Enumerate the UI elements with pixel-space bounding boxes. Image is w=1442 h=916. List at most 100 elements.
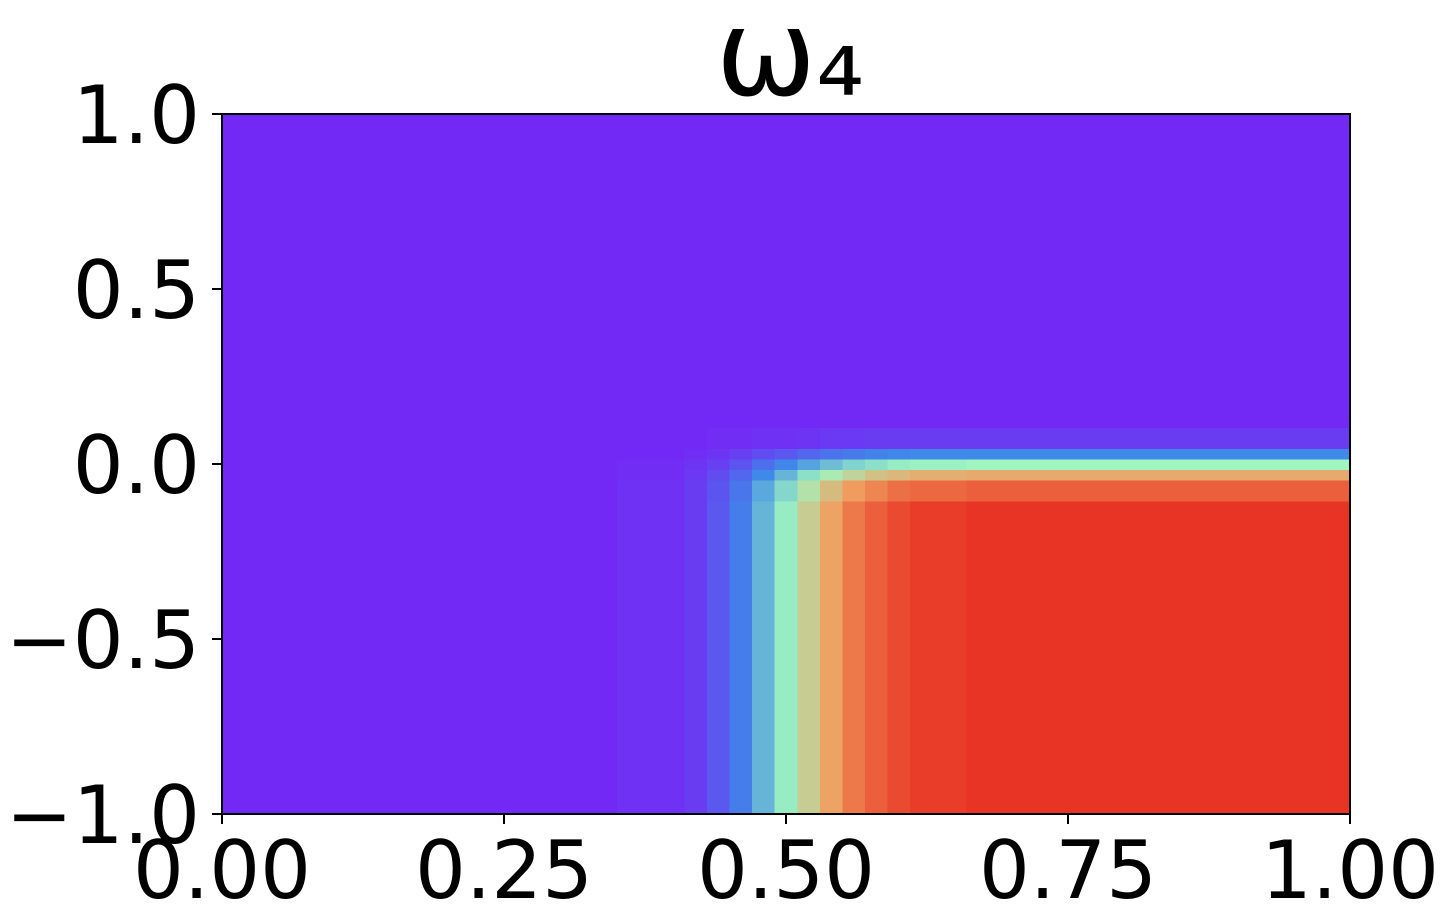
chart-title: ω₄ xyxy=(716,0,865,124)
heatmap-cell xyxy=(729,458,753,470)
heatmap-cell xyxy=(684,479,708,502)
heatmap-cell xyxy=(729,560,753,675)
heatmap-cell xyxy=(966,560,1125,675)
heatmap-cell xyxy=(729,367,753,428)
heatmap-cell xyxy=(819,674,843,815)
heatmap-cell xyxy=(864,479,889,502)
heatmap-cell xyxy=(1124,674,1351,815)
heatmap-cell xyxy=(707,458,731,470)
heatmap-cell xyxy=(729,254,753,369)
heatmap-cell xyxy=(447,560,618,675)
heatmap-cell xyxy=(966,458,1125,470)
heatmap-cell xyxy=(910,469,968,481)
heatmap-cell xyxy=(966,479,1125,502)
heatmap-cell xyxy=(842,458,866,470)
heatmap-cell xyxy=(774,254,798,369)
heatmap-cell xyxy=(447,458,618,470)
heatmap-cell xyxy=(797,254,821,369)
heatmap-cell xyxy=(774,560,798,675)
heatmap-cell xyxy=(797,560,821,675)
heatmap-cell xyxy=(819,500,843,561)
heatmap-cell xyxy=(966,114,1125,255)
heatmap-cell xyxy=(616,479,686,502)
heatmap-cell xyxy=(910,458,968,470)
heatmap-cell xyxy=(910,254,968,369)
heatmap-cell xyxy=(1124,479,1351,502)
heatmap-cell xyxy=(684,469,708,481)
heatmap-cell xyxy=(222,448,449,460)
heatmap-cell xyxy=(1124,500,1351,561)
heatmap-cell xyxy=(616,500,686,561)
heatmap-cell xyxy=(1124,458,1351,470)
heatmap-cell xyxy=(707,479,731,502)
heatmap-cell xyxy=(684,500,708,561)
heatmap-cell xyxy=(752,674,776,815)
heatmap-cell xyxy=(752,254,776,369)
y-tick-label: 1.0 xyxy=(73,69,200,162)
heatmap-cell xyxy=(887,500,911,561)
heatmap-cell xyxy=(684,560,708,675)
heatmap-cell xyxy=(447,427,618,449)
heatmap-cell xyxy=(864,500,889,561)
heatmap-cell xyxy=(774,427,798,449)
heatmap-cell xyxy=(774,367,798,428)
heatmap-cell xyxy=(729,469,753,481)
heatmap-cell xyxy=(447,448,618,460)
heatmap-cell xyxy=(447,367,618,428)
heatmap-cell xyxy=(729,448,753,460)
heatmap-cell xyxy=(752,114,776,255)
heatmap-cell xyxy=(887,469,911,481)
heatmap-cell xyxy=(729,427,753,449)
heatmap-cell xyxy=(797,448,821,460)
heatmap-cell xyxy=(842,448,866,460)
heatmap-cell xyxy=(616,114,686,255)
heatmap-cell xyxy=(752,448,776,460)
heatmap-cell xyxy=(864,469,889,481)
heatmap-cell xyxy=(966,254,1125,369)
heatmap-cell xyxy=(707,427,731,449)
heatmap-cell xyxy=(684,458,708,470)
heatmap-cell xyxy=(684,114,708,255)
heatmap-cell xyxy=(447,479,618,502)
heatmap-cell xyxy=(842,560,866,675)
heatmap-cell xyxy=(966,500,1125,561)
heatmap-cell xyxy=(707,560,731,675)
heatmap-cell xyxy=(842,500,866,561)
x-tick-label: 0.50 xyxy=(697,824,875,916)
heatmap-cell xyxy=(966,674,1125,815)
heatmap-cell xyxy=(819,458,843,470)
x-tick-label: 0.75 xyxy=(979,824,1157,916)
heatmap-cell xyxy=(774,469,798,481)
heatmap-cell xyxy=(797,469,821,481)
heatmap-cell xyxy=(729,500,753,561)
heatmap-cell xyxy=(222,367,449,428)
heatmap-cell xyxy=(616,458,686,470)
heatmap-cell xyxy=(752,469,776,481)
x-tick-label: 1.00 xyxy=(1261,824,1439,916)
heatmap-cell xyxy=(729,674,753,815)
heatmap-cell xyxy=(707,500,731,561)
heatmap-cell xyxy=(887,427,911,449)
heatmap-cell xyxy=(819,479,843,502)
heatmap-cell xyxy=(819,469,843,481)
heatmap-cell xyxy=(1124,254,1351,369)
heatmap-cell xyxy=(222,469,449,481)
heatmap-cell xyxy=(842,367,866,428)
heatmap-cell xyxy=(910,448,968,460)
heatmap-cell xyxy=(842,427,866,449)
heatmap-cell xyxy=(887,367,911,428)
heatmap-cell xyxy=(819,560,843,675)
heatmap-cell xyxy=(752,367,776,428)
heatmap-cell xyxy=(910,367,968,428)
heatmap-cell xyxy=(707,469,731,481)
heatmap-cell xyxy=(222,560,449,675)
heatmap-cell xyxy=(774,458,798,470)
heatmap-cell xyxy=(819,448,843,460)
heatmap-cell xyxy=(222,427,449,449)
heatmap-cell xyxy=(752,479,776,502)
heatmap-cell xyxy=(729,479,753,502)
heatmap-cell xyxy=(864,458,889,470)
heatmap-cell xyxy=(864,427,889,449)
heatmap-cell xyxy=(707,448,731,460)
heatmap-cell xyxy=(966,427,1125,449)
